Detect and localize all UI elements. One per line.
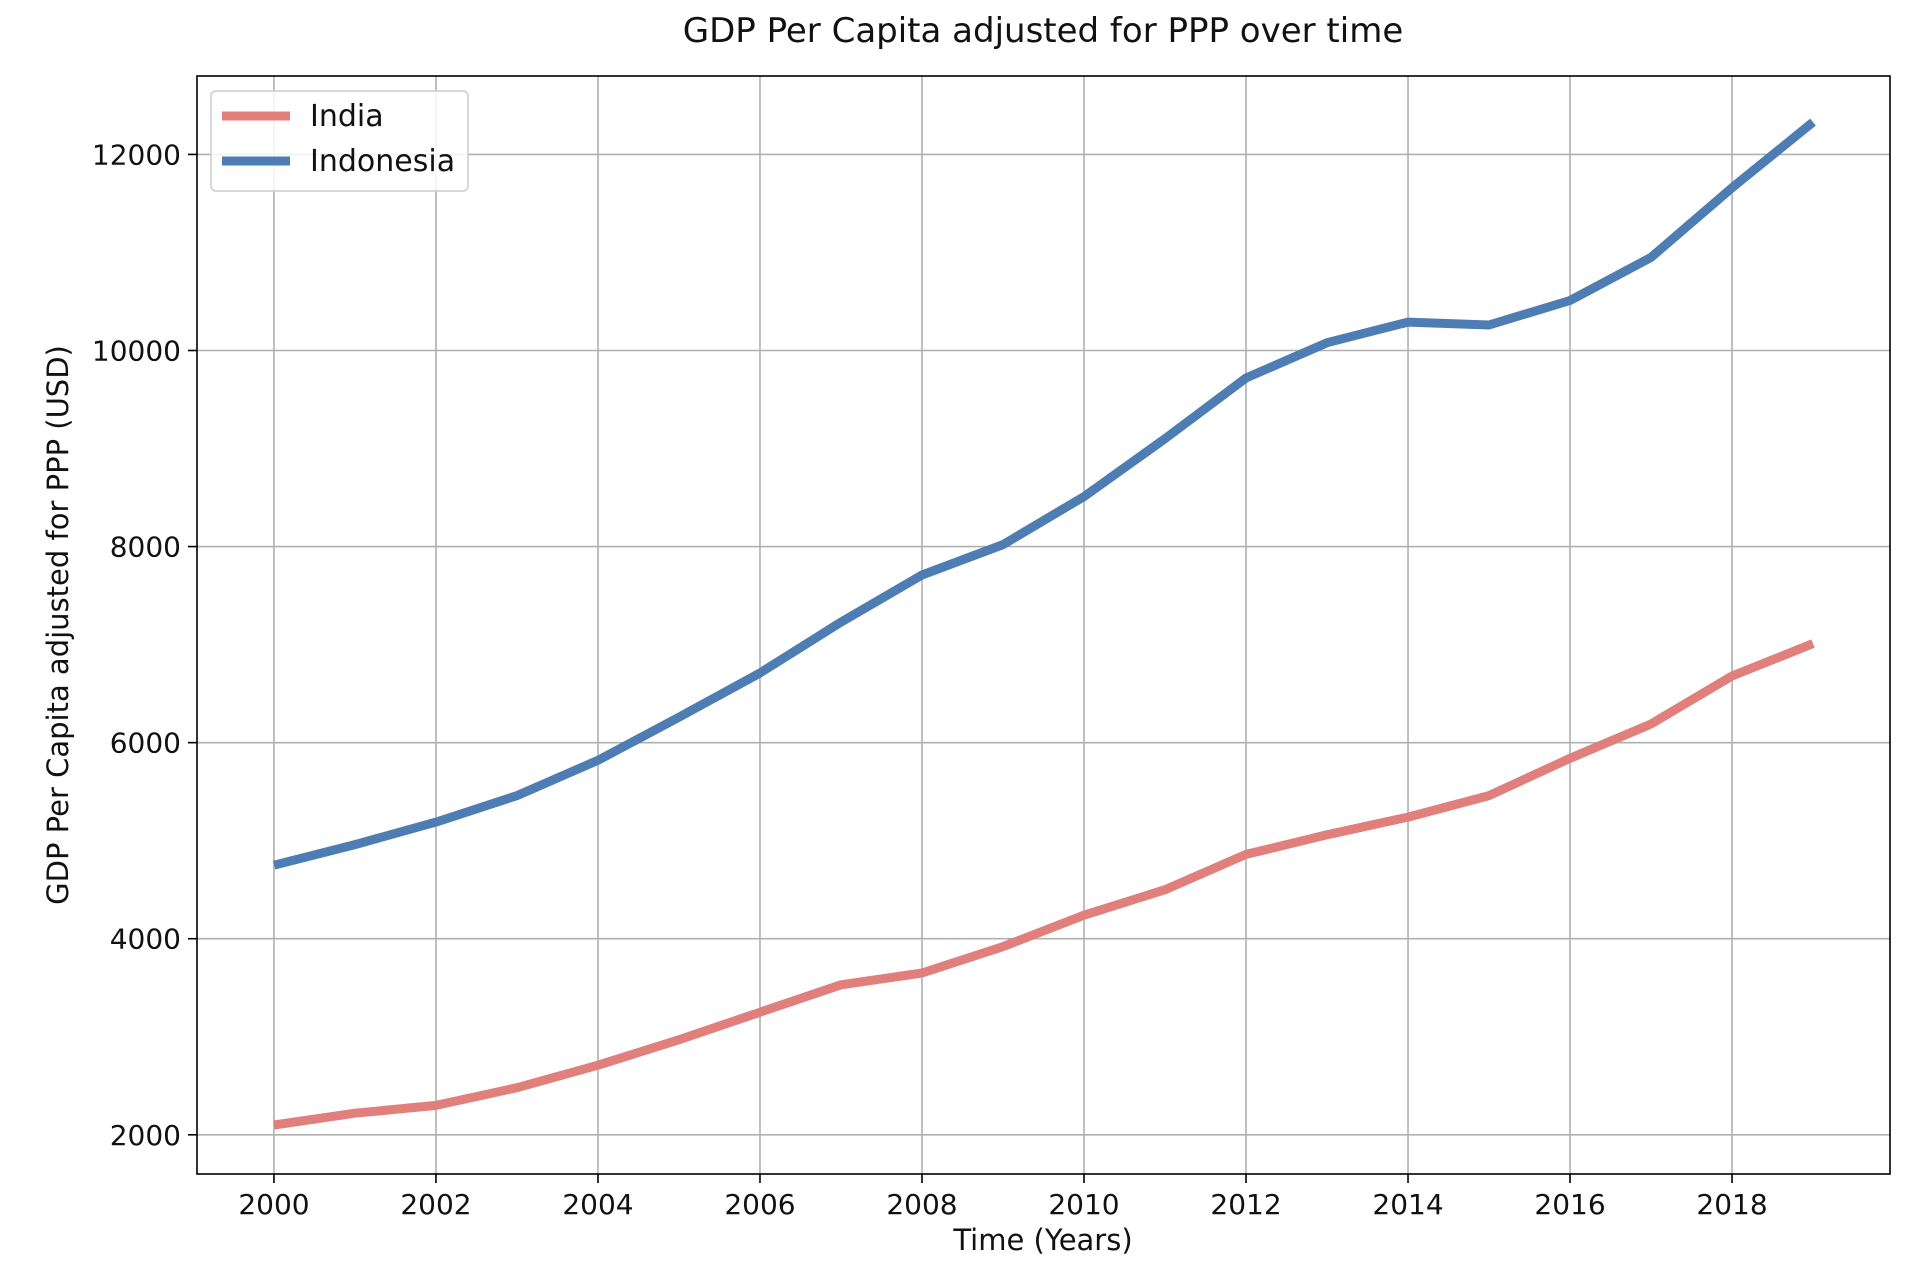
- x-tick-label: 2006: [724, 1188, 795, 1221]
- chart-title: GDP Per Capita adjusted for PPP over tim…: [683, 11, 1404, 51]
- legend-label-indonesia: Indonesia: [310, 144, 455, 179]
- x-axis-label: Time (Years): [952, 1223, 1132, 1257]
- x-tick-label: 2018: [1696, 1188, 1767, 1221]
- x-tick-label: 2014: [1372, 1188, 1443, 1221]
- y-tick-label: 4000: [110, 923, 181, 956]
- x-tick-label: 2012: [1210, 1188, 1281, 1221]
- x-tick-label: 2016: [1534, 1188, 1605, 1221]
- y-tick-label: 6000: [110, 727, 181, 760]
- axis-ticks: 2000 2002 2004 2006 2008 2010 2012 2014 2016 2018…: [92, 138, 1768, 1221]
- grid: [197, 76, 1890, 1174]
- x-tick-label: 2010: [1048, 1188, 1119, 1221]
- legend-items: India Indonesia: [222, 99, 455, 179]
- x-tick-label: 2008: [886, 1188, 957, 1221]
- series-lines: [272, 118, 1816, 1130]
- y-tick-label: 10000: [92, 335, 181, 368]
- legend: India Indonesia: [210, 90, 469, 192]
- y-tick-label: 2000: [110, 1119, 181, 1152]
- legend-label-india: India: [310, 99, 384, 134]
- y-tick-label: 8000: [110, 531, 181, 564]
- series-line-indonesia: [272, 118, 1816, 870]
- x-tick-label: 2002: [400, 1188, 471, 1221]
- plot-frame: [196, 75, 1891, 1175]
- y-axis-label: GDP Per Capita adjusted for PPP (USD): [41, 345, 75, 905]
- y-tick-label: 12000: [92, 138, 181, 171]
- x-tick-label: 2004: [562, 1188, 633, 1221]
- series-line-india: [273, 639, 1815, 1130]
- x-tick-label: 2000: [238, 1188, 309, 1221]
